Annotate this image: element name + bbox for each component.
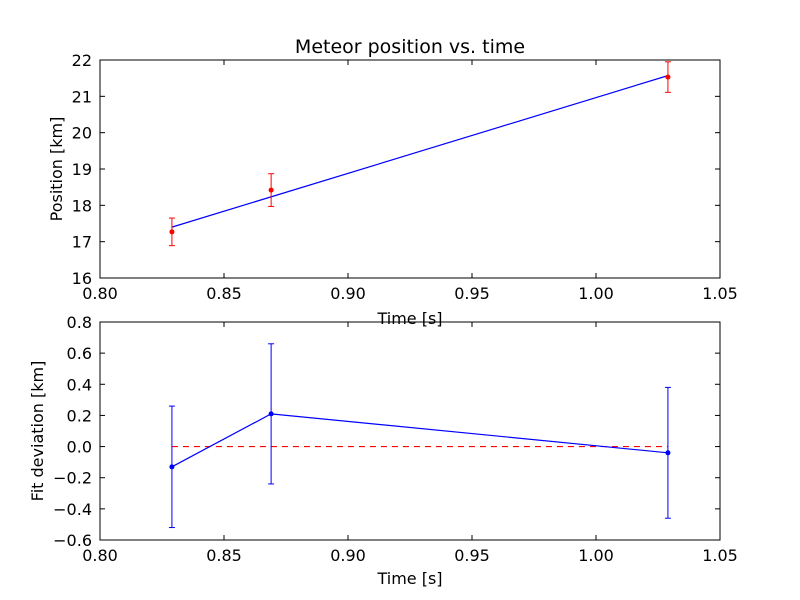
- x-tick-label: 1.00: [578, 546, 614, 565]
- plot-frame: [99, 321, 721, 541]
- x-tick-label: 1.05: [702, 546, 738, 565]
- y-tick-label: 0.6: [67, 344, 92, 363]
- data-point: [169, 229, 175, 235]
- y-tick-label: −0.2: [53, 469, 92, 488]
- position-chart: Meteor position vs. time Time [s] Positi…: [47, 36, 738, 328]
- data-point: [169, 464, 175, 470]
- y-tick-label: 0.4: [67, 375, 92, 394]
- x-tick-label: 0.80: [82, 546, 118, 565]
- y-tick-label: 22: [72, 51, 92, 70]
- y-axis-label: Position [km]: [47, 117, 66, 222]
- x-tick-label: 0.90: [330, 284, 366, 303]
- fit-line: [171, 75, 669, 228]
- x-tick-label: 0.80: [82, 284, 118, 303]
- y-tick-label: 20: [72, 124, 92, 143]
- x-tick-label: 0.95: [454, 546, 490, 565]
- x-tick-label: 0.90: [330, 546, 366, 565]
- x-tick-label: 0.85: [206, 546, 242, 565]
- y-tick-label: 17: [72, 233, 92, 252]
- y-tick-label: 0.8: [67, 313, 92, 332]
- data-point: [665, 74, 671, 80]
- data-point: [268, 187, 274, 193]
- x-tick-label: 0.95: [454, 284, 490, 303]
- deviation-chart: Time [s] Fit deviation [km] 0.80 0.85 0.90…: [28, 313, 738, 588]
- x-tick-label: 0.85: [206, 284, 242, 303]
- plot-frame: [99, 59, 721, 279]
- chart-title: Meteor position vs. time: [295, 36, 525, 58]
- y-tick-label: −0.6: [53, 531, 92, 550]
- y-tick-label: 19: [72, 160, 92, 179]
- data-point: [665, 450, 671, 456]
- data-point: [268, 411, 274, 417]
- x-tick-label: 1.00: [578, 284, 614, 303]
- x-axis-label: Time [s]: [376, 569, 442, 588]
- y-tick-label: 0.2: [67, 406, 92, 425]
- y-axis-label: Fit deviation [km]: [28, 361, 47, 502]
- deviation-line: [171, 413, 668, 468]
- y-tick-label: 16: [72, 269, 92, 288]
- y-tick-label: −0.4: [53, 500, 92, 519]
- x-axis-label: Time [s]: [376, 309, 442, 328]
- x-tick-label: 1.05: [702, 284, 738, 303]
- y-tick-label: 18: [72, 196, 92, 215]
- y-tick-label: 21: [72, 87, 92, 106]
- y-tick-label: 0.0: [67, 438, 92, 457]
